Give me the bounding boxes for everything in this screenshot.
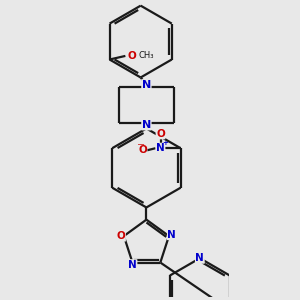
Text: N: N: [142, 80, 151, 90]
Text: −: −: [137, 140, 145, 150]
Text: O: O: [117, 231, 125, 241]
Text: N: N: [142, 120, 151, 130]
Text: N: N: [196, 253, 204, 263]
Text: O: O: [156, 129, 165, 139]
Text: N: N: [167, 230, 176, 240]
Text: O: O: [138, 146, 147, 155]
Text: N: N: [156, 143, 165, 153]
Text: +: +: [163, 140, 169, 146]
Text: CH₃: CH₃: [138, 51, 154, 60]
Text: O: O: [128, 51, 136, 61]
Text: N: N: [128, 260, 137, 270]
